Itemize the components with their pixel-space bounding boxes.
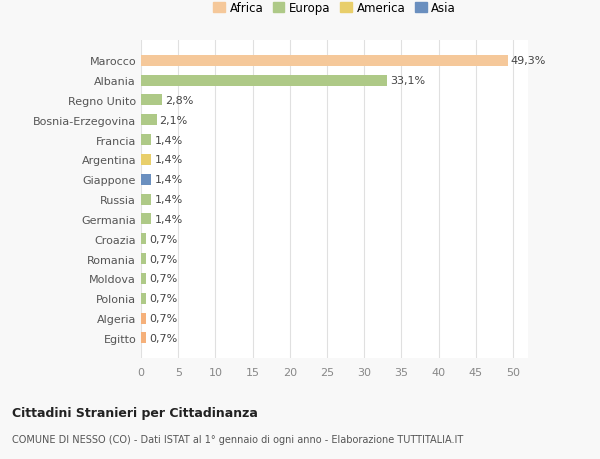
Legend: Africa, Europa, America, Asia: Africa, Europa, America, Asia (211, 0, 458, 17)
Text: 0,7%: 0,7% (149, 294, 178, 303)
Bar (141, 274, 146, 284)
Bar (141, 95, 162, 106)
Bar (141, 214, 151, 225)
Bar (141, 234, 146, 245)
Text: 0,7%: 0,7% (149, 274, 178, 284)
Bar (141, 115, 157, 126)
Text: 1,4%: 1,4% (154, 214, 182, 224)
Text: 1,4%: 1,4% (154, 135, 182, 146)
Bar (141, 56, 508, 67)
Bar (141, 155, 151, 166)
Bar (141, 174, 151, 185)
Text: 33,1%: 33,1% (391, 76, 425, 86)
Text: 0,7%: 0,7% (149, 333, 178, 343)
Bar (141, 333, 146, 344)
Bar (141, 135, 151, 146)
Text: 1,4%: 1,4% (154, 155, 182, 165)
Bar (141, 253, 146, 264)
Text: 0,7%: 0,7% (149, 313, 178, 324)
Bar (141, 293, 146, 304)
Text: 2,8%: 2,8% (165, 96, 193, 106)
Bar (141, 313, 146, 324)
Text: 0,7%: 0,7% (149, 254, 178, 264)
Text: 49,3%: 49,3% (511, 56, 546, 66)
Text: 2,1%: 2,1% (160, 116, 188, 125)
Text: 1,4%: 1,4% (154, 195, 182, 205)
Bar (141, 75, 388, 86)
Text: Cittadini Stranieri per Cittadinanza: Cittadini Stranieri per Cittadinanza (12, 406, 258, 419)
Bar (141, 194, 151, 205)
Text: 1,4%: 1,4% (154, 175, 182, 185)
Text: COMUNE DI NESSO (CO) - Dati ISTAT al 1° gennaio di ogni anno - Elaborazione TUTT: COMUNE DI NESSO (CO) - Dati ISTAT al 1° … (12, 434, 463, 444)
Text: 0,7%: 0,7% (149, 234, 178, 244)
